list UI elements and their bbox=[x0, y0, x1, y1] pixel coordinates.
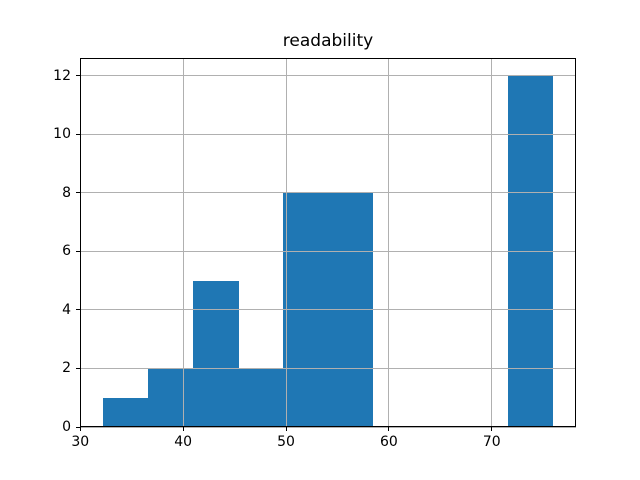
y-tick-mark bbox=[76, 133, 80, 135]
y-gridline bbox=[80, 75, 576, 77]
x-tick-label: 30 bbox=[71, 434, 90, 450]
x-tick-mark bbox=[491, 427, 493, 431]
x-tick-mark bbox=[285, 427, 287, 431]
y-gridline bbox=[80, 309, 576, 311]
y-gridline bbox=[80, 426, 576, 428]
x-gridline bbox=[182, 58, 184, 427]
y-gridline bbox=[80, 192, 576, 194]
axes-spines bbox=[80, 58, 576, 427]
y-tick-label: 10 bbox=[53, 126, 71, 143]
histogram-bar bbox=[193, 280, 239, 427]
y-tick-mark bbox=[76, 192, 80, 194]
y-tick-label: 4 bbox=[62, 301, 71, 318]
histogram-bar bbox=[238, 368, 283, 427]
y-tick-label: 12 bbox=[53, 67, 71, 84]
y-gridline bbox=[80, 367, 576, 369]
y-tick-label: 6 bbox=[62, 243, 71, 260]
x-tick-mark bbox=[182, 427, 184, 431]
y-tick-label: 2 bbox=[62, 360, 71, 377]
histogram-bar bbox=[148, 368, 194, 427]
y-tick-mark bbox=[76, 367, 80, 369]
x-gridline bbox=[285, 58, 287, 427]
y-tick-label: 0 bbox=[62, 419, 71, 435]
x-gridline bbox=[388, 58, 390, 427]
chart-title: readability bbox=[282, 31, 374, 51]
x-tick-label: 50 bbox=[277, 434, 295, 450]
x-tick-label: 70 bbox=[482, 434, 501, 450]
y-gridline bbox=[80, 250, 576, 252]
y-tick-mark bbox=[76, 75, 80, 77]
x-tick-mark bbox=[388, 427, 390, 431]
y-tick-label: 8 bbox=[62, 184, 71, 201]
x-tick-label: 40 bbox=[174, 434, 193, 450]
histogram-bar bbox=[102, 397, 149, 427]
x-tick-mark bbox=[79, 427, 81, 431]
y-tick-mark bbox=[76, 309, 80, 311]
y-tick-mark bbox=[76, 426, 80, 428]
y-tick-mark bbox=[76, 250, 80, 252]
y-gridline bbox=[80, 133, 576, 135]
x-tick-label: 60 bbox=[379, 434, 398, 450]
x-gridline bbox=[491, 58, 493, 427]
